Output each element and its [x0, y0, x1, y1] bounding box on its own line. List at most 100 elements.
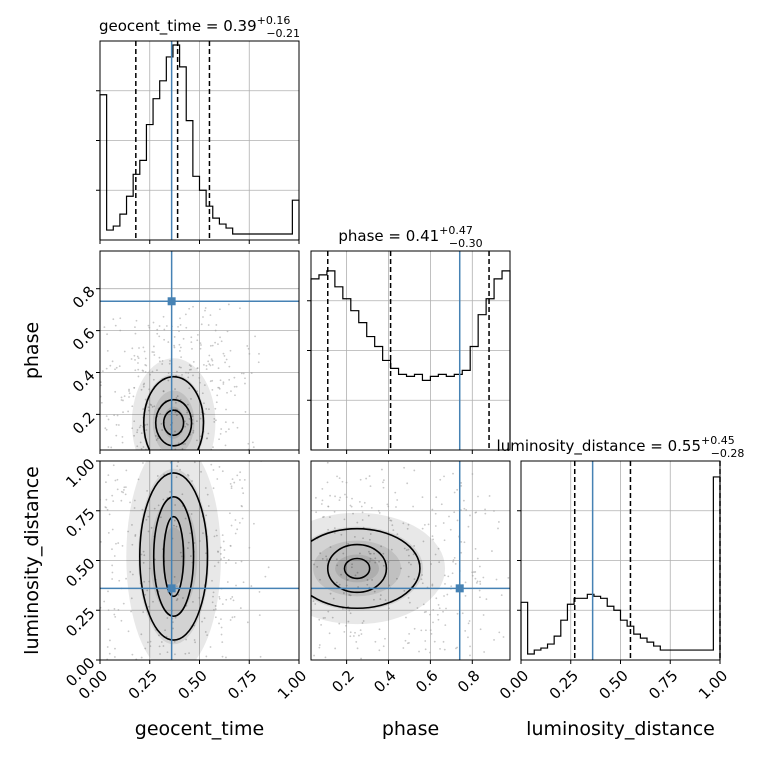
- sample-point: [219, 546, 222, 549]
- sample-point: [407, 596, 410, 599]
- sample-point: [208, 408, 210, 411]
- sample-point: [442, 522, 445, 524]
- sample-point: [370, 506, 373, 509]
- sample-point: [158, 634, 160, 637]
- density-level: [313, 540, 402, 597]
- sample-point: [288, 503, 290, 505]
- sample-point: [205, 462, 207, 464]
- sample-point: [118, 752, 120, 754]
- sample-point: [233, 503, 235, 505]
- sample-point: [142, 666, 144, 668]
- joint-panel-geocent_time_vs_phase: [96, 250, 300, 497]
- sample-point: [213, 417, 216, 420]
- sample-point: [429, 629, 432, 632]
- sample-point: [223, 355, 226, 357]
- sample-point: [140, 664, 142, 666]
- sample-point: [172, 627, 174, 630]
- density-level: [131, 358, 216, 450]
- sample-point: [281, 533, 283, 535]
- sample-point: [387, 505, 390, 508]
- sample-point: [239, 471, 242, 474]
- sample-point: [286, 577, 288, 579]
- sample-point: [142, 550, 145, 553]
- sample-point: [111, 548, 113, 551]
- sample-point: [198, 596, 201, 599]
- sample-point: [130, 597, 133, 600]
- sample-point: [209, 344, 212, 347]
- sample-point: [180, 457, 182, 459]
- sample-point: [194, 457, 196, 459]
- sample-point: [116, 458, 118, 460]
- sample-point: [402, 522, 405, 525]
- sample-point: [217, 561, 220, 564]
- sample-point: [167, 452, 169, 454]
- sample-point: [382, 486, 385, 489]
- sample-point: [240, 495, 242, 497]
- sample-point: [252, 446, 255, 449]
- sample-point: [152, 600, 154, 603]
- sample-point: [205, 655, 208, 658]
- sample-point: [362, 537, 364, 540]
- sample-point: [233, 376, 236, 379]
- sample-point: [108, 487, 110, 489]
- sample-point: [234, 445, 236, 447]
- sample-point: [218, 308, 221, 311]
- sample-point: [482, 614, 485, 616]
- sample-point: [421, 527, 424, 530]
- sample-point: [374, 640, 377, 643]
- sample-point: [191, 347, 193, 350]
- sample-point: [491, 550, 493, 552]
- sample-point: [190, 341, 193, 343]
- sample-point: [443, 648, 446, 651]
- x-axis-label-geocent_time: geocent_time: [135, 718, 264, 740]
- sample-point: [158, 645, 161, 648]
- sample-point: [255, 462, 257, 464]
- sample-point: [190, 365, 192, 367]
- sample-point: [218, 622, 220, 625]
- contour-line: [152, 496, 195, 618]
- sample-point: [147, 324, 150, 327]
- sample-point: [231, 443, 233, 445]
- sample-point: [201, 620, 203, 623]
- sample-point: [151, 405, 154, 408]
- sample-point: [138, 454, 140, 456]
- sample-point: [327, 610, 330, 613]
- sample-point: [453, 491, 456, 494]
- sample-point: [175, 585, 178, 588]
- sample-point: [245, 742, 247, 744]
- sample-point: [422, 603, 425, 606]
- sample-point: [95, 525, 97, 527]
- sample-point: [233, 488, 235, 490]
- sample-point: [108, 652, 111, 655]
- sample-point: [239, 532, 241, 534]
- sample-point: [79, 487, 81, 489]
- sample-point: [394, 491, 397, 494]
- sample-point: [113, 414, 116, 417]
- sample-point: [192, 359, 194, 361]
- sample-point: [396, 499, 399, 501]
- sample-point: [232, 599, 235, 602]
- sample-point: [384, 637, 386, 640]
- sample-point: [407, 548, 410, 551]
- sample-point: [469, 645, 471, 648]
- sample-point: [474, 511, 477, 514]
- sample-point: [135, 319, 138, 322]
- sample-point: [128, 390, 130, 392]
- sample-point: [474, 547, 477, 550]
- sample-point: [167, 703, 169, 705]
- sample-point: [145, 429, 148, 431]
- sample-point: [216, 485, 218, 487]
- sample-point: [173, 458, 175, 460]
- sample-point: [131, 524, 133, 526]
- sample-point: [348, 594, 351, 596]
- sample-point: [141, 508, 144, 511]
- sample-point: [156, 453, 158, 455]
- sample-point: [368, 550, 370, 553]
- sample-point: [184, 652, 187, 655]
- sample-point: [163, 328, 166, 331]
- sample-point: [516, 577, 518, 579]
- sample-point: [408, 601, 411, 604]
- density-level: [149, 498, 198, 616]
- sample-point: [159, 413, 162, 415]
- sample-point: [338, 499, 341, 502]
